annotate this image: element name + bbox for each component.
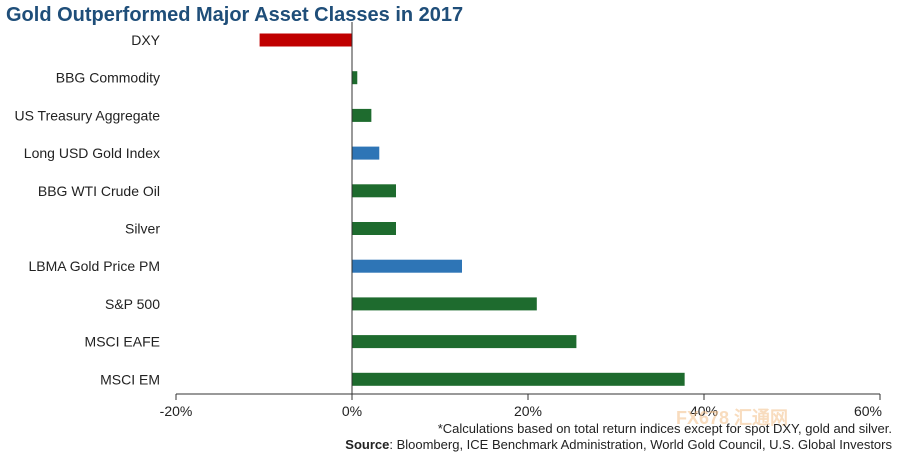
bars-layer — [259, 33, 685, 386]
category-label: DXY — [131, 32, 160, 48]
bar-lbma-gold-price-pm — [352, 259, 462, 273]
bar-msci-eafe — [352, 335, 577, 349]
watermark: FX678 汇通网 — [676, 408, 789, 428]
footnote: *Calculations based on total return indi… — [437, 421, 892, 436]
category-label: US Treasury Aggregate — [14, 107, 160, 123]
x-tick-label: -20% — [160, 403, 193, 419]
category-label: BBG Commodity — [56, 70, 160, 86]
category-labels: DXY BBG Commodity US Treasury Aggregate Lon… — [14, 32, 160, 387]
bar-long-usd-gold-index — [352, 146, 380, 160]
category-label: LBMA Gold Price PM — [29, 258, 161, 274]
chart-title: Gold Outperformed Major Asset Classes in… — [6, 4, 464, 26]
category-label: MSCI EM — [100, 371, 160, 387]
bar-us-treasury-aggregate — [352, 108, 372, 122]
bar-bbg-wti-crude-oil — [352, 184, 396, 198]
x-tick-label: 60% — [854, 403, 882, 419]
x-tick-label: 20% — [514, 403, 542, 419]
source-label: Source — [345, 437, 390, 452]
x-tick-label: 40% — [690, 403, 718, 419]
source-line: Source: Bloomberg, ICE Benchmark Adminis… — [345, 437, 892, 452]
bar-dxy — [259, 33, 352, 47]
category-label: BBG WTI Crude Oil — [38, 183, 160, 199]
category-label: MSCI EAFE — [85, 334, 160, 350]
x-tick-label: 0% — [342, 403, 362, 419]
category-label: Silver — [125, 221, 160, 237]
x-axis: -20% 0% 20% 40% 60% — [160, 22, 882, 419]
bar-s-p-500 — [352, 297, 537, 311]
bar-bbg-commodity — [352, 71, 358, 85]
source-text: : Bloomberg, ICE Benchmark Administratio… — [389, 437, 892, 452]
category-label: Long USD Gold Index — [24, 145, 160, 161]
category-label: S&P 500 — [105, 296, 160, 312]
bar-msci-em — [352, 372, 685, 386]
bar-silver — [352, 222, 396, 235]
